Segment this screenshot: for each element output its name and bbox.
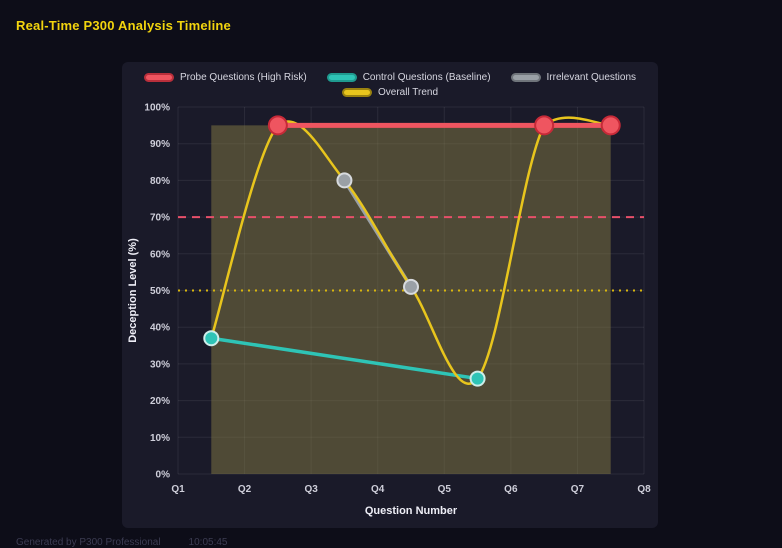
- irrelevant-legend-marker-icon: [510, 73, 541, 82]
- x-tick-label: Q3: [304, 484, 318, 495]
- legend-item-control[interactable]: Control Questions (Baseline): [326, 72, 491, 83]
- series-line-control: [209, 336, 480, 381]
- legend-item-probe[interactable]: Probe Questions (High Risk): [143, 72, 307, 83]
- highlight-band: [211, 125, 611, 474]
- y-tick-label: 30%: [150, 359, 170, 370]
- legend-item-trend[interactable]: Overall Trend: [341, 87, 439, 98]
- y-tick-label: 70%: [150, 213, 170, 224]
- legend-row: Overall Trend: [341, 87, 439, 98]
- y-tick-label: 0%: [156, 470, 171, 481]
- page-title: Real-Time P300 Analysis Timeline: [16, 18, 231, 33]
- data-point-control[interactable]: [203, 330, 220, 347]
- legend-label: Control Questions (Baseline): [362, 72, 491, 83]
- y-tick-label: 20%: [150, 396, 170, 407]
- timeline-chart[interactable]: Q1 Q2 Q3 Q4 Q5 Q6 Q7 Q8 0% 10% 20% 30% 40% 50% 60% 70% 8…: [122, 102, 658, 524]
- y-tick-label: 40%: [150, 323, 170, 334]
- data-point-irrelevant[interactable]: [336, 172, 353, 189]
- probe-legend-marker-icon: [143, 73, 174, 82]
- chart-panel: Probe Questions (High Risk) Control Quest…: [122, 62, 658, 528]
- control-legend-marker-icon: [326, 73, 357, 82]
- data-point-probe[interactable]: [534, 115, 555, 136]
- data-point-control[interactable]: [469, 370, 486, 387]
- data-point-probe[interactable]: [267, 115, 288, 136]
- y-tick-label: 80%: [150, 176, 170, 187]
- x-tick-label: Q8: [637, 484, 651, 495]
- y-tick-label: 50%: [150, 286, 170, 297]
- y-tick-label: 60%: [150, 249, 170, 260]
- legend-item-irrelevant[interactable]: Irrelevant Questions: [510, 72, 637, 83]
- data-point-irrelevant[interactable]: [403, 278, 419, 295]
- legend-row: Probe Questions (High Risk) Control Quest…: [143, 72, 637, 83]
- x-tick-label: Q2: [238, 484, 252, 495]
- footer-time: 10:05:45: [188, 537, 228, 548]
- legend-label: Irrelevant Questions: [546, 72, 637, 83]
- y-tick-label: 100%: [144, 103, 170, 114]
- footer-generated-text: Generated by P300 Professional: [16, 537, 161, 548]
- footer: Generated by P300 Professional 10:05:45: [16, 537, 227, 548]
- x-tick-label: Q5: [438, 484, 452, 495]
- x-tick-label: Q6: [504, 484, 518, 495]
- x-tick-label: Q1: [171, 484, 185, 495]
- legend-label: Probe Questions (High Risk): [179, 72, 307, 83]
- chart-legend: Probe Questions (High Risk) Control Quest…: [122, 62, 658, 102]
- x-tick-label: Q7: [571, 484, 585, 495]
- y-tick-label: 90%: [150, 139, 170, 150]
- x-tick-label: Q4: [371, 484, 385, 495]
- trend-legend-marker-icon: [341, 88, 372, 97]
- data-point-probe[interactable]: [600, 115, 621, 136]
- y-tick-label: 10%: [150, 433, 170, 444]
- legend-label: Overall Trend: [377, 87, 439, 98]
- y-axis-title: Deception Level (%): [127, 238, 139, 343]
- x-axis-title: Question Number: [365, 505, 458, 517]
